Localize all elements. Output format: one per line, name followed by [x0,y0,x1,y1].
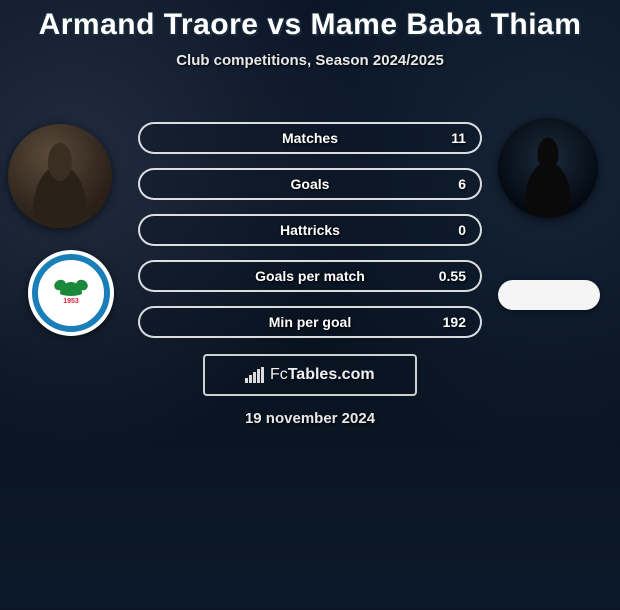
brand-prefix: Fc [270,366,288,383]
stat-row: Hattricks0 [138,214,482,246]
bars-icon [245,367,264,383]
brand-box: FcTables.com [203,354,417,396]
stat-label: Matches [140,130,480,146]
stat-value-right: 0 [436,222,466,238]
stat-row: Goals6 [138,168,482,200]
stat-label: Goals per match [140,268,480,284]
left-player-column: 1953 [8,124,114,336]
page-title: Armand Traore vs Mame Baba Thiam [0,8,620,42]
content-wrapper: Armand Traore vs Mame Baba Thiam Club co… [0,0,620,69]
stat-value-right: 11 [436,130,466,146]
right-player-column [498,118,600,310]
player-right-club-pill [498,280,600,310]
brand-text: FcTables.com [270,366,375,384]
stat-label: Min per goal [140,314,480,330]
date-line: 19 november 2024 [0,410,620,427]
player-left-club-badge: 1953 [28,250,114,336]
subtitle: Club competitions, Season 2024/2025 [0,52,620,69]
player-right-avatar [498,118,598,218]
brand-suffix: Tables.com [288,366,375,383]
stat-label: Goals [140,176,480,192]
stat-value-right: 6 [436,176,466,192]
avatar-silhouette [18,140,101,228]
avatar-silhouette [508,133,588,218]
stat-row: Goals per match0.55 [138,260,482,292]
stat-row: Matches11 [138,122,482,154]
stat-row: Min per goal192 [138,306,482,338]
badge-leaf-icon [60,282,82,296]
stat-value-right: 192 [436,314,466,330]
stat-label: Hattricks [140,222,480,238]
player-left-avatar [8,124,112,228]
stats-list: Matches11 Goals6 Hattricks0 Goals per match… [138,122,482,352]
stat-value-right: 0.55 [436,268,466,284]
